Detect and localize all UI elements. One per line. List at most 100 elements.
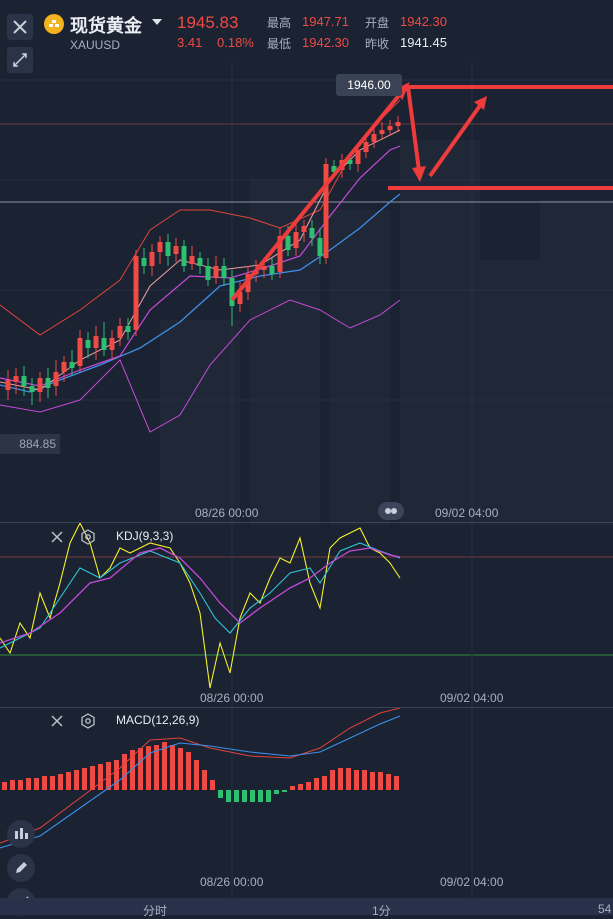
macd-bar: [82, 768, 87, 790]
link-toggle[interactable]: [378, 502, 404, 520]
macd-bar: [162, 742, 167, 790]
candle-body: [29, 386, 35, 392]
left-price-label: 884.85: [0, 434, 60, 454]
price-change-percent: 0.18%: [217, 35, 254, 50]
candle-body: [101, 338, 107, 350]
macd-bar: [74, 770, 79, 790]
macd-bar: [34, 778, 39, 790]
down-arrow: [406, 86, 422, 179]
macd-settings-icon[interactable]: [80, 713, 96, 729]
candle-body: [237, 292, 243, 304]
macd-bar: [90, 766, 95, 790]
price-change: 3.41: [177, 35, 203, 50]
dropdown-icon[interactable]: [152, 18, 162, 26]
draw-tool[interactable]: [7, 854, 35, 882]
tab-1min[interactable]: 1分: [372, 904, 391, 918]
macd-bar: [194, 760, 199, 790]
candle-body: [165, 242, 171, 256]
macd-bar: [346, 768, 351, 790]
close-button[interactable]: [7, 14, 33, 40]
macd-bar: [98, 764, 103, 790]
link-icon: [385, 508, 397, 514]
background-building: [540, 200, 613, 525]
candle-body: [205, 266, 211, 280]
candle-body: [261, 266, 267, 270]
open-label: 开盘: [365, 16, 390, 30]
macd-title: MACD(12,26,9): [116, 713, 200, 727]
candle-body: [21, 376, 27, 386]
pencil-icon: [16, 862, 27, 873]
kdj-close-icon[interactable]: [50, 530, 64, 544]
macd-bar: [234, 790, 239, 802]
kdj-chart[interactable]: [0, 523, 613, 708]
dif-line: [0, 708, 401, 844]
dea-line: [0, 715, 401, 849]
main-time-label-1: 08/26 00:00: [195, 506, 259, 520]
instrument-name[interactable]: 现货黄金: [70, 16, 142, 36]
macd-bar: [378, 772, 383, 790]
collapse-button[interactable]: [7, 47, 33, 73]
main-chart[interactable]: [0, 60, 613, 525]
macd-time-label-1: 08/26 00:00: [200, 875, 264, 889]
trend-arrow: [230, 86, 407, 302]
high-value: 1947.71: [302, 14, 349, 29]
macd-chart[interactable]: [0, 708, 613, 898]
boll-lower-line: [0, 299, 401, 433]
timeframe-bar: 分时 1分 54: [0, 898, 613, 918]
candle-body: [221, 266, 227, 278]
macd-bar: [114, 760, 119, 790]
macd-lines: [0, 708, 401, 849]
candle-body: [277, 236, 283, 272]
macd-bar: [122, 754, 127, 790]
macd-bar: [298, 784, 303, 790]
panel-divider: [0, 522, 613, 523]
macd-bar: [394, 776, 399, 790]
macd-bar: [274, 790, 279, 794]
candle-body: [5, 380, 11, 390]
chart-background-buildings: [160, 140, 613, 525]
collapse-icon: [13, 53, 27, 67]
current-price: 1945.83: [177, 13, 239, 32]
candle-body: [37, 378, 43, 392]
candle-body: [285, 236, 291, 250]
candle-body: [117, 326, 123, 338]
macd-bar: [218, 790, 223, 798]
candle-body: [293, 232, 299, 248]
macd-time-label-2: 09/02 04:00: [440, 875, 504, 889]
candle-body: [125, 326, 131, 332]
macd-bar: [178, 748, 183, 790]
candle-body: [379, 130, 385, 134]
candle-body: [213, 266, 219, 278]
macd-bar: [2, 782, 7, 790]
background-building: [330, 210, 390, 525]
j-line: [0, 547, 401, 644]
macd-bar: [146, 746, 151, 790]
candlestick-series: [5, 116, 401, 405]
macd-bar: [258, 790, 263, 802]
candle-body: [85, 340, 91, 348]
macd-background: [231, 708, 473, 898]
candle-body: [149, 252, 155, 266]
macd-bar: [314, 778, 319, 790]
prev-close-label: 昨收: [365, 37, 390, 51]
price-badge: 1946.00: [336, 74, 402, 96]
macd-close-icon[interactable]: [50, 714, 64, 728]
candle-body: [309, 228, 315, 238]
macd-bar: [18, 780, 23, 790]
macd-bar: [138, 748, 143, 790]
gold-coin-icon: [44, 14, 64, 34]
instrument-symbol: XAUUSD: [70, 38, 121, 52]
candlestick-icon: [15, 828, 28, 839]
kdj-time-label-1: 08/26 00:00: [200, 691, 264, 705]
macd-bar: [290, 786, 295, 790]
tab-timeshare[interactable]: 分时: [143, 904, 168, 918]
candle-body: [69, 362, 75, 368]
user-drawn-arrows[interactable]: [230, 81, 613, 302]
candle-body: [189, 256, 195, 264]
macd-bar: [66, 772, 71, 790]
candlestick-tool[interactable]: [7, 820, 35, 848]
macd-bar: [266, 790, 271, 802]
macd-bar: [170, 745, 175, 790]
macd-bar: [242, 790, 247, 802]
kdj-settings-icon[interactable]: [80, 529, 96, 545]
